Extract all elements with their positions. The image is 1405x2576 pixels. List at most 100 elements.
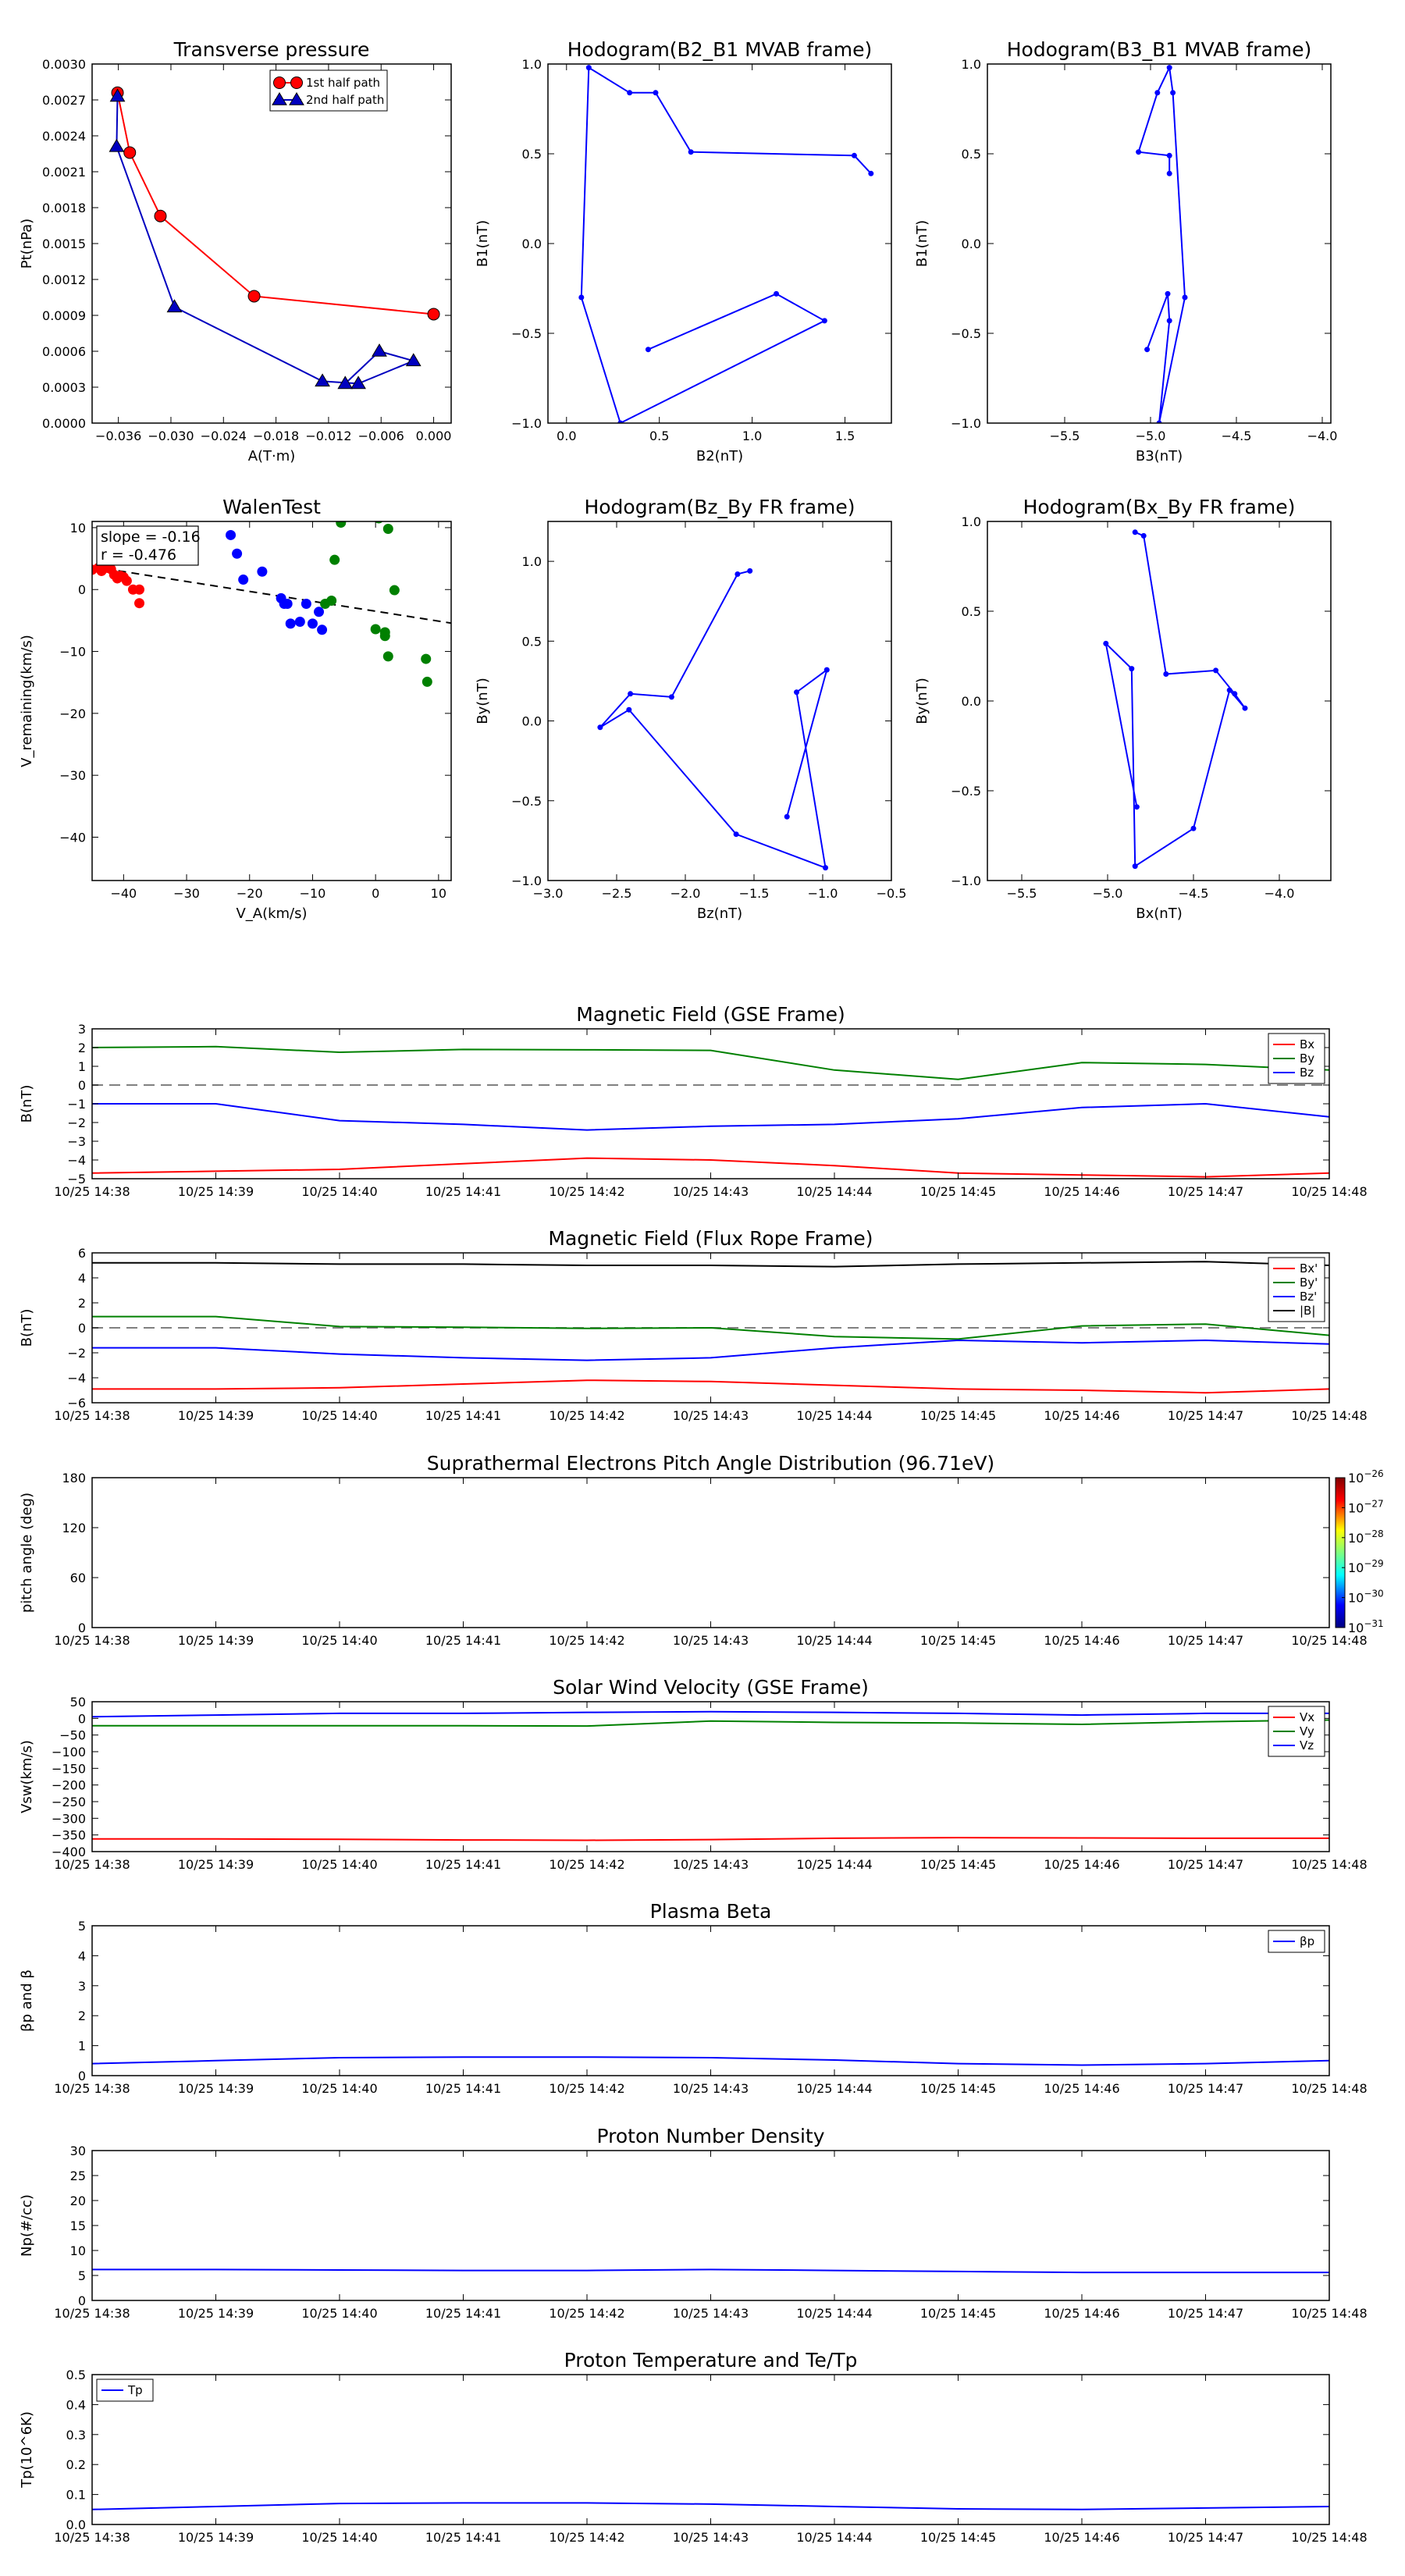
x-tick-label: −5.0	[1136, 429, 1166, 443]
x-tick-label: 10/25 14:47	[1168, 2081, 1243, 2096]
data-point	[108, 138, 125, 152]
x-tick-label: 10/25 14:43	[673, 2530, 749, 2545]
data-point	[1166, 318, 1172, 324]
data-point	[585, 65, 592, 71]
y-axis-label: B1(nT)	[475, 220, 491, 267]
chart-title: Proton Number Density	[597, 2125, 825, 2147]
y-tick-label: 0.0024	[42, 129, 86, 144]
y-tick-label: −2	[67, 1346, 86, 1361]
y-tick-label: −1.0	[511, 873, 542, 888]
y-axis-label: V_remaining(km/s)	[19, 635, 35, 767]
data-point	[109, 88, 126, 102]
series-line	[92, 1315, 1330, 1340]
data-point	[597, 724, 603, 731]
x-tick-label: 10/25 14:42	[549, 1184, 624, 1199]
series-line	[92, 1102, 1330, 1131]
data-point	[668, 694, 674, 700]
chart-title: Plasma Beta	[650, 1900, 772, 1923]
data-point	[329, 554, 340, 565]
y-tick-label: 0.0	[962, 694, 981, 709]
data-point	[774, 290, 780, 297]
y-tick-label: 6	[78, 1246, 86, 1261]
x-tick-label: 10/25 14:40	[301, 1184, 377, 1199]
y-tick-label: −200	[52, 1778, 86, 1793]
data-point	[1170, 90, 1176, 96]
x-tick-label: 10/25 14:41	[425, 1633, 501, 1648]
y-tick-label: 120	[62, 1521, 86, 1535]
x-axis-label: A(T·m)	[248, 448, 296, 464]
y-tick-label: 0.0	[522, 237, 542, 251]
y-tick-label: 0.5	[522, 634, 542, 649]
series-line	[116, 96, 416, 385]
data-point	[1166, 65, 1172, 71]
x-tick-label: 10/25 14:40	[301, 1857, 377, 1872]
x-tick-label: 10/25 14:45	[920, 1633, 996, 1648]
chart-title: Magnetic Field (GSE Frame)	[576, 1003, 845, 1026]
chart-hodo_b3_b1: −1.0 −0.5 0.0 0.5 1.0 −5.5 −5.0 −4.5 −4.0 Hodogra…	[914, 38, 1337, 464]
data-point	[134, 584, 145, 595]
legend-label: By'	[1300, 1276, 1318, 1290]
y-tick-label: 0.0	[522, 714, 542, 729]
x-tick-label: −4.5	[1222, 429, 1252, 443]
x-tick-label: 10/25 14:40	[301, 2306, 377, 2321]
data-point	[617, 420, 624, 423]
plot-area	[1136, 65, 1188, 423]
data-point	[688, 149, 694, 155]
chart-transverse_pressure: 0.0000 0.0003 0.0006 0.0009 0.0012 0.0015 0.00…	[19, 38, 452, 464]
data-point	[273, 76, 286, 89]
data-point	[238, 575, 249, 585]
data-point	[733, 831, 739, 838]
y-tick-label: 2	[78, 1296, 86, 1311]
y-axis-label: By(nT)	[914, 678, 930, 724]
x-tick-label: 10/25 14:42	[549, 1633, 624, 1648]
data-point	[1140, 532, 1147, 539]
x-tick-label: 10/25 14:42	[549, 2081, 624, 2096]
data-point	[370, 624, 381, 635]
x-tick-label: 10/25 14:44	[796, 1408, 872, 1423]
series-line	[92, 1837, 1329, 1841]
data-point	[232, 548, 243, 559]
x-tick-label: 10/25 14:39	[178, 1408, 254, 1423]
y-tick-label: 1.0	[522, 57, 542, 72]
y-tick-label: −30	[59, 768, 86, 783]
x-tick-label: −5.0	[1093, 886, 1123, 901]
x-tick-label: 10/25 14:39	[178, 2530, 254, 2545]
x-tick-label: 10/25 14:39	[178, 1633, 254, 1648]
x-tick-label: 10/25 14:47	[1168, 2530, 1243, 2545]
series-line	[91, 1710, 1329, 1718]
y-tick-label: 0.5	[962, 147, 981, 162]
data-point	[350, 375, 366, 390]
data-point	[1132, 863, 1138, 870]
x-tick-label: −10	[300, 886, 326, 901]
y-tick-label: 5	[78, 1919, 86, 1934]
chart-walen_test: −40 −30 −20 −10 0 10 −40 −30 −20 −10 0 10 WalenTest V…	[19, 496, 452, 922]
y-axis-label: B(nT)	[19, 1309, 35, 1347]
y-tick-label: −250	[52, 1795, 86, 1809]
x-tick-label: −1.5	[739, 886, 770, 901]
data-point	[1154, 90, 1161, 96]
y-tick-label: 0.5	[522, 147, 542, 162]
legend-label: 1st half path	[306, 76, 380, 90]
x-tick-label: 10/25 14:46	[1044, 1408, 1119, 1423]
x-tick-label: −0.006	[358, 429, 404, 443]
x-tick-label: 10/25 14:45	[920, 1857, 996, 1872]
data-point	[134, 598, 145, 609]
data-point	[389, 585, 400, 596]
colorbar-tick-label: 10−27	[1348, 1498, 1384, 1515]
y-tick-label: 1.0	[962, 514, 981, 529]
y-tick-label: 60	[70, 1571, 86, 1585]
y-tick-label: 4	[78, 1271, 86, 1286]
plot-frame	[987, 63, 1332, 424]
y-tick-label: 10	[70, 2243, 86, 2258]
x-tick-label: 10/25 14:39	[178, 1857, 254, 1872]
x-tick-label: 10/25 14:47	[1168, 1633, 1243, 1648]
y-axis-label: Tp(10^6K)	[19, 2411, 35, 2489]
plot-frame	[987, 521, 1332, 881]
data-point	[627, 90, 633, 96]
data-point	[379, 627, 390, 638]
y-tick-label: 0.2	[66, 2457, 86, 2472]
series-line	[91, 1045, 1330, 1080]
y-tick-label: 0.0027	[42, 93, 86, 108]
y-axis-label: Vsw(km/s)	[19, 1740, 35, 1813]
